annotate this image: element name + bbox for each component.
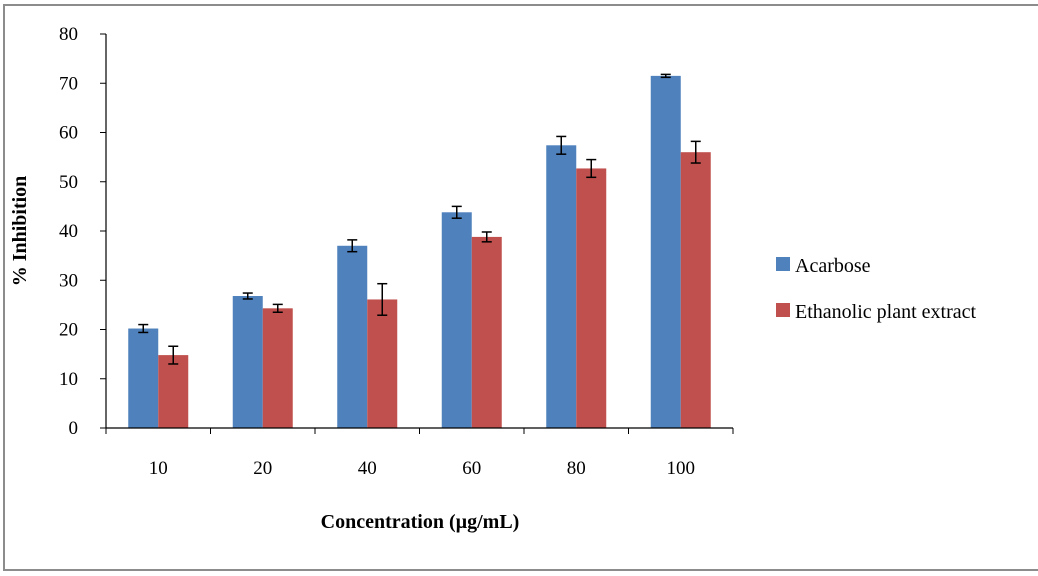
- figure-border: [3, 4, 1038, 571]
- bar-ethanolic-extract: [471, 236, 502, 428]
- y-tick-label: 30: [59, 270, 78, 291]
- x-tick-label: 60: [462, 458, 481, 479]
- y-tick-label: 70: [59, 73, 78, 94]
- y-axis-ticks: 0 10 20 30 40 50 60 70 80: [59, 24, 106, 439]
- legend: Acarbose Ethanolic plant extract: [776, 255, 976, 323]
- bar-acarbose: [128, 328, 159, 428]
- legend-label-ethanolic-extract: Ethanolic plant extract: [795, 301, 976, 323]
- y-tick-label: 10: [59, 369, 78, 390]
- x-tick-label: 100: [667, 458, 696, 479]
- bar-ethanolic-extract: [158, 355, 189, 428]
- bar-acarbose: [337, 245, 368, 428]
- y-tick-label: 40: [59, 221, 78, 242]
- y-tick-label: 20: [59, 320, 78, 341]
- y-tick-label: 0: [69, 418, 79, 439]
- x-axis-title: Concentration (µg/mL): [321, 511, 520, 533]
- legend-swatch-ethanolic-extract: [776, 303, 790, 317]
- y-tick-label: 80: [59, 24, 78, 45]
- plot-area: [128, 73, 711, 429]
- x-tick-label: 40: [358, 458, 377, 479]
- x-tick-label: 10: [149, 458, 168, 479]
- bar-ethanolic-extract: [262, 308, 293, 428]
- legend-label-acarbose: Acarbose: [795, 255, 871, 277]
- legend-swatch-acarbose: [776, 257, 790, 271]
- bar-acarbose: [232, 296, 263, 428]
- bar-ethanolic-extract: [367, 299, 398, 428]
- x-tick-label: 20: [253, 458, 272, 479]
- bar-ethanolic-extract: [680, 152, 711, 428]
- y-tick-label: 50: [59, 172, 78, 193]
- y-axis-title: % Inhibition: [9, 176, 31, 287]
- y-tick-label: 60: [59, 123, 78, 144]
- x-tick-label: 80: [567, 458, 586, 479]
- bar-acarbose: [650, 75, 681, 429]
- bar-acarbose: [546, 145, 577, 428]
- x-axis-ticks: 10 20 40 60 80 100: [105, 428, 734, 479]
- bar-acarbose: [441, 212, 472, 428]
- bar-ethanolic-extract: [576, 168, 607, 428]
